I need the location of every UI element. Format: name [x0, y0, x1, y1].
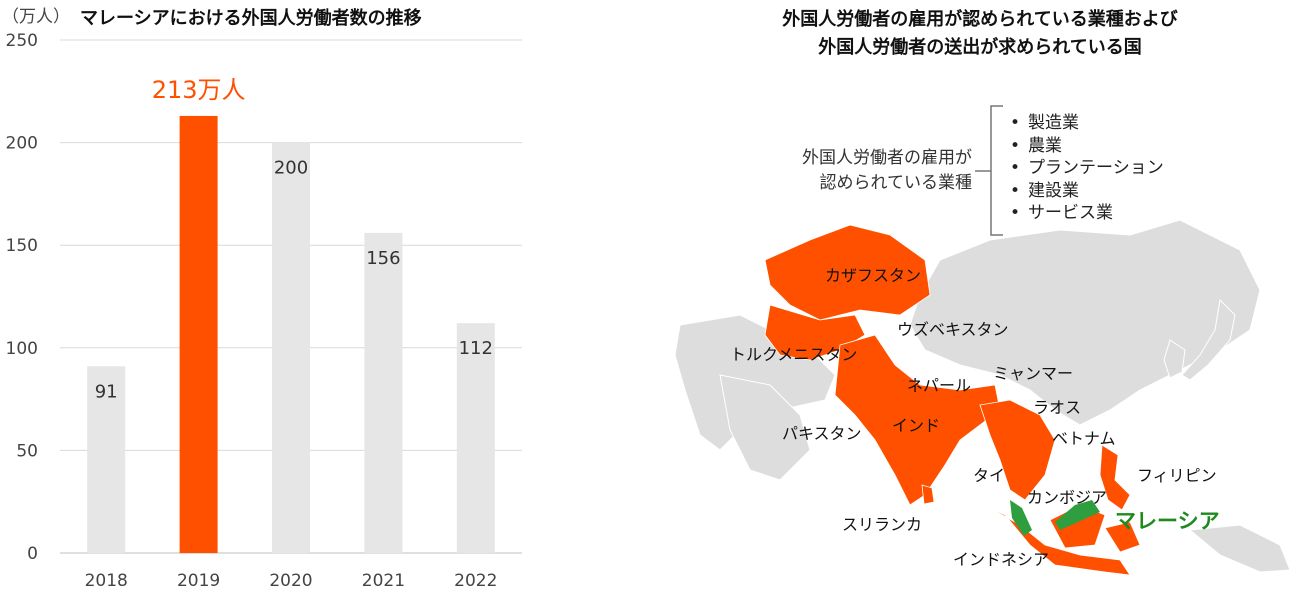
kazakhstan-shape: [764, 224, 931, 321]
data-label-2022: 112: [459, 338, 493, 359]
sectors-list: 製造業 農業 プランテーション 建設業 サービス業: [1010, 112, 1164, 225]
land-japan: [1181, 298, 1236, 381]
malaysia-borneo-shape: [1055, 500, 1100, 530]
sectors-caption-line-1: 外国人労働者の雇用が: [802, 148, 972, 168]
bar-2018: [87, 366, 126, 553]
y-tick-label: 250: [6, 31, 38, 51]
y-tick-label: 50: [16, 441, 38, 461]
map-title-line-1: 外国人労働者の雇用が認められている業種および: [782, 9, 1178, 30]
label-vietnam: ベトナム: [1052, 429, 1116, 448]
label-myanmar: ミャンマー: [993, 364, 1074, 383]
label-malaysia: マレーシア: [1115, 509, 1220, 533]
sector-item: 建設業: [1010, 180, 1164, 203]
x-tick-label: 2020: [269, 571, 312, 590]
philippines-shape: [1099, 444, 1131, 511]
bar-2019: [179, 115, 218, 553]
label-india: インド: [892, 416, 941, 435]
sri-lanka-shape: [921, 484, 935, 505]
x-tick-label: 2019: [177, 571, 220, 590]
host-country: [1010, 500, 1100, 536]
x-tick-label: 2018: [85, 571, 128, 590]
sector-item: サービス業: [1010, 202, 1164, 225]
label-pakistan: パキスタン: [782, 424, 862, 443]
map-title-line-2: 外国人労働者の送出が求められている国: [818, 37, 1142, 58]
data-label-2019: 213万人: [152, 76, 246, 104]
x-tick-labels: 2018 2019 2020 2021 2022: [85, 571, 498, 590]
sector-item: プランテーション: [1010, 157, 1164, 180]
land-korea: [1163, 339, 1186, 379]
bars: [87, 115, 495, 553]
y-tick-labels: 0 50 100 150 200 250: [6, 31, 38, 564]
label-indonesia: インドネシア: [953, 550, 1050, 569]
sending-countries: [764, 224, 1141, 576]
y-tick-label: 100: [6, 339, 38, 359]
label-thailand: タイ: [973, 466, 1006, 485]
label-uzbekistan: ウズベキスタン: [897, 320, 1009, 339]
label-philippines: フィリピン: [1137, 466, 1217, 485]
x-tick-label: 2022: [454, 571, 497, 590]
sector-item: 製造業: [1010, 112, 1164, 135]
y-axis-unit: （万人）: [2, 7, 70, 27]
label-cambodia: カンボジア: [1027, 488, 1108, 507]
land-new-guinea: [1188, 524, 1291, 573]
map-panel-title: 外国人労働者の雇用が認められている業種および 外国人労働者の送出が求められている…: [700, 6, 1260, 62]
y-tick-label: 0: [27, 544, 38, 564]
pakistan-india-nepal-shape: [834, 334, 1001, 506]
data-labels: 91 213万人 200 156 112: [95, 76, 493, 402]
malaysia-peninsula-shape: [1010, 500, 1032, 536]
label-sri-lanka: スリランカ: [842, 515, 923, 534]
label-kazakhstan: カザフスタン: [825, 266, 922, 285]
sectors-bracket: [975, 105, 1003, 236]
bar-2022: [456, 323, 495, 553]
sector-item: 農業: [1010, 135, 1164, 158]
mainland-sea-shape: [979, 399, 1056, 501]
x-tick-label: 2021: [362, 571, 405, 590]
label-nepal: ネパール: [907, 376, 972, 395]
sectors-caption-line-2: 認められている業種: [819, 173, 973, 193]
chart-title: マレーシアにおける外国人労働者数の推移: [80, 8, 422, 29]
bar-2021: [364, 232, 403, 553]
land-arabia: [719, 374, 811, 481]
data-label-2021: 156: [366, 248, 400, 269]
sectors-caption: 外国人労働者の雇用が 認められている業種: [740, 146, 972, 196]
data-label-2018: 91: [95, 381, 118, 402]
label-laos: ラオス: [1033, 398, 1082, 417]
label-turkmenistan: トルクメニスタン: [730, 345, 858, 364]
bar-2020: [272, 142, 310, 553]
y-tick-label: 200: [6, 134, 38, 154]
data-label-2020: 200: [274, 158, 308, 179]
asia-map: [674, 219, 1291, 576]
y-tick-label: 150: [6, 236, 38, 256]
